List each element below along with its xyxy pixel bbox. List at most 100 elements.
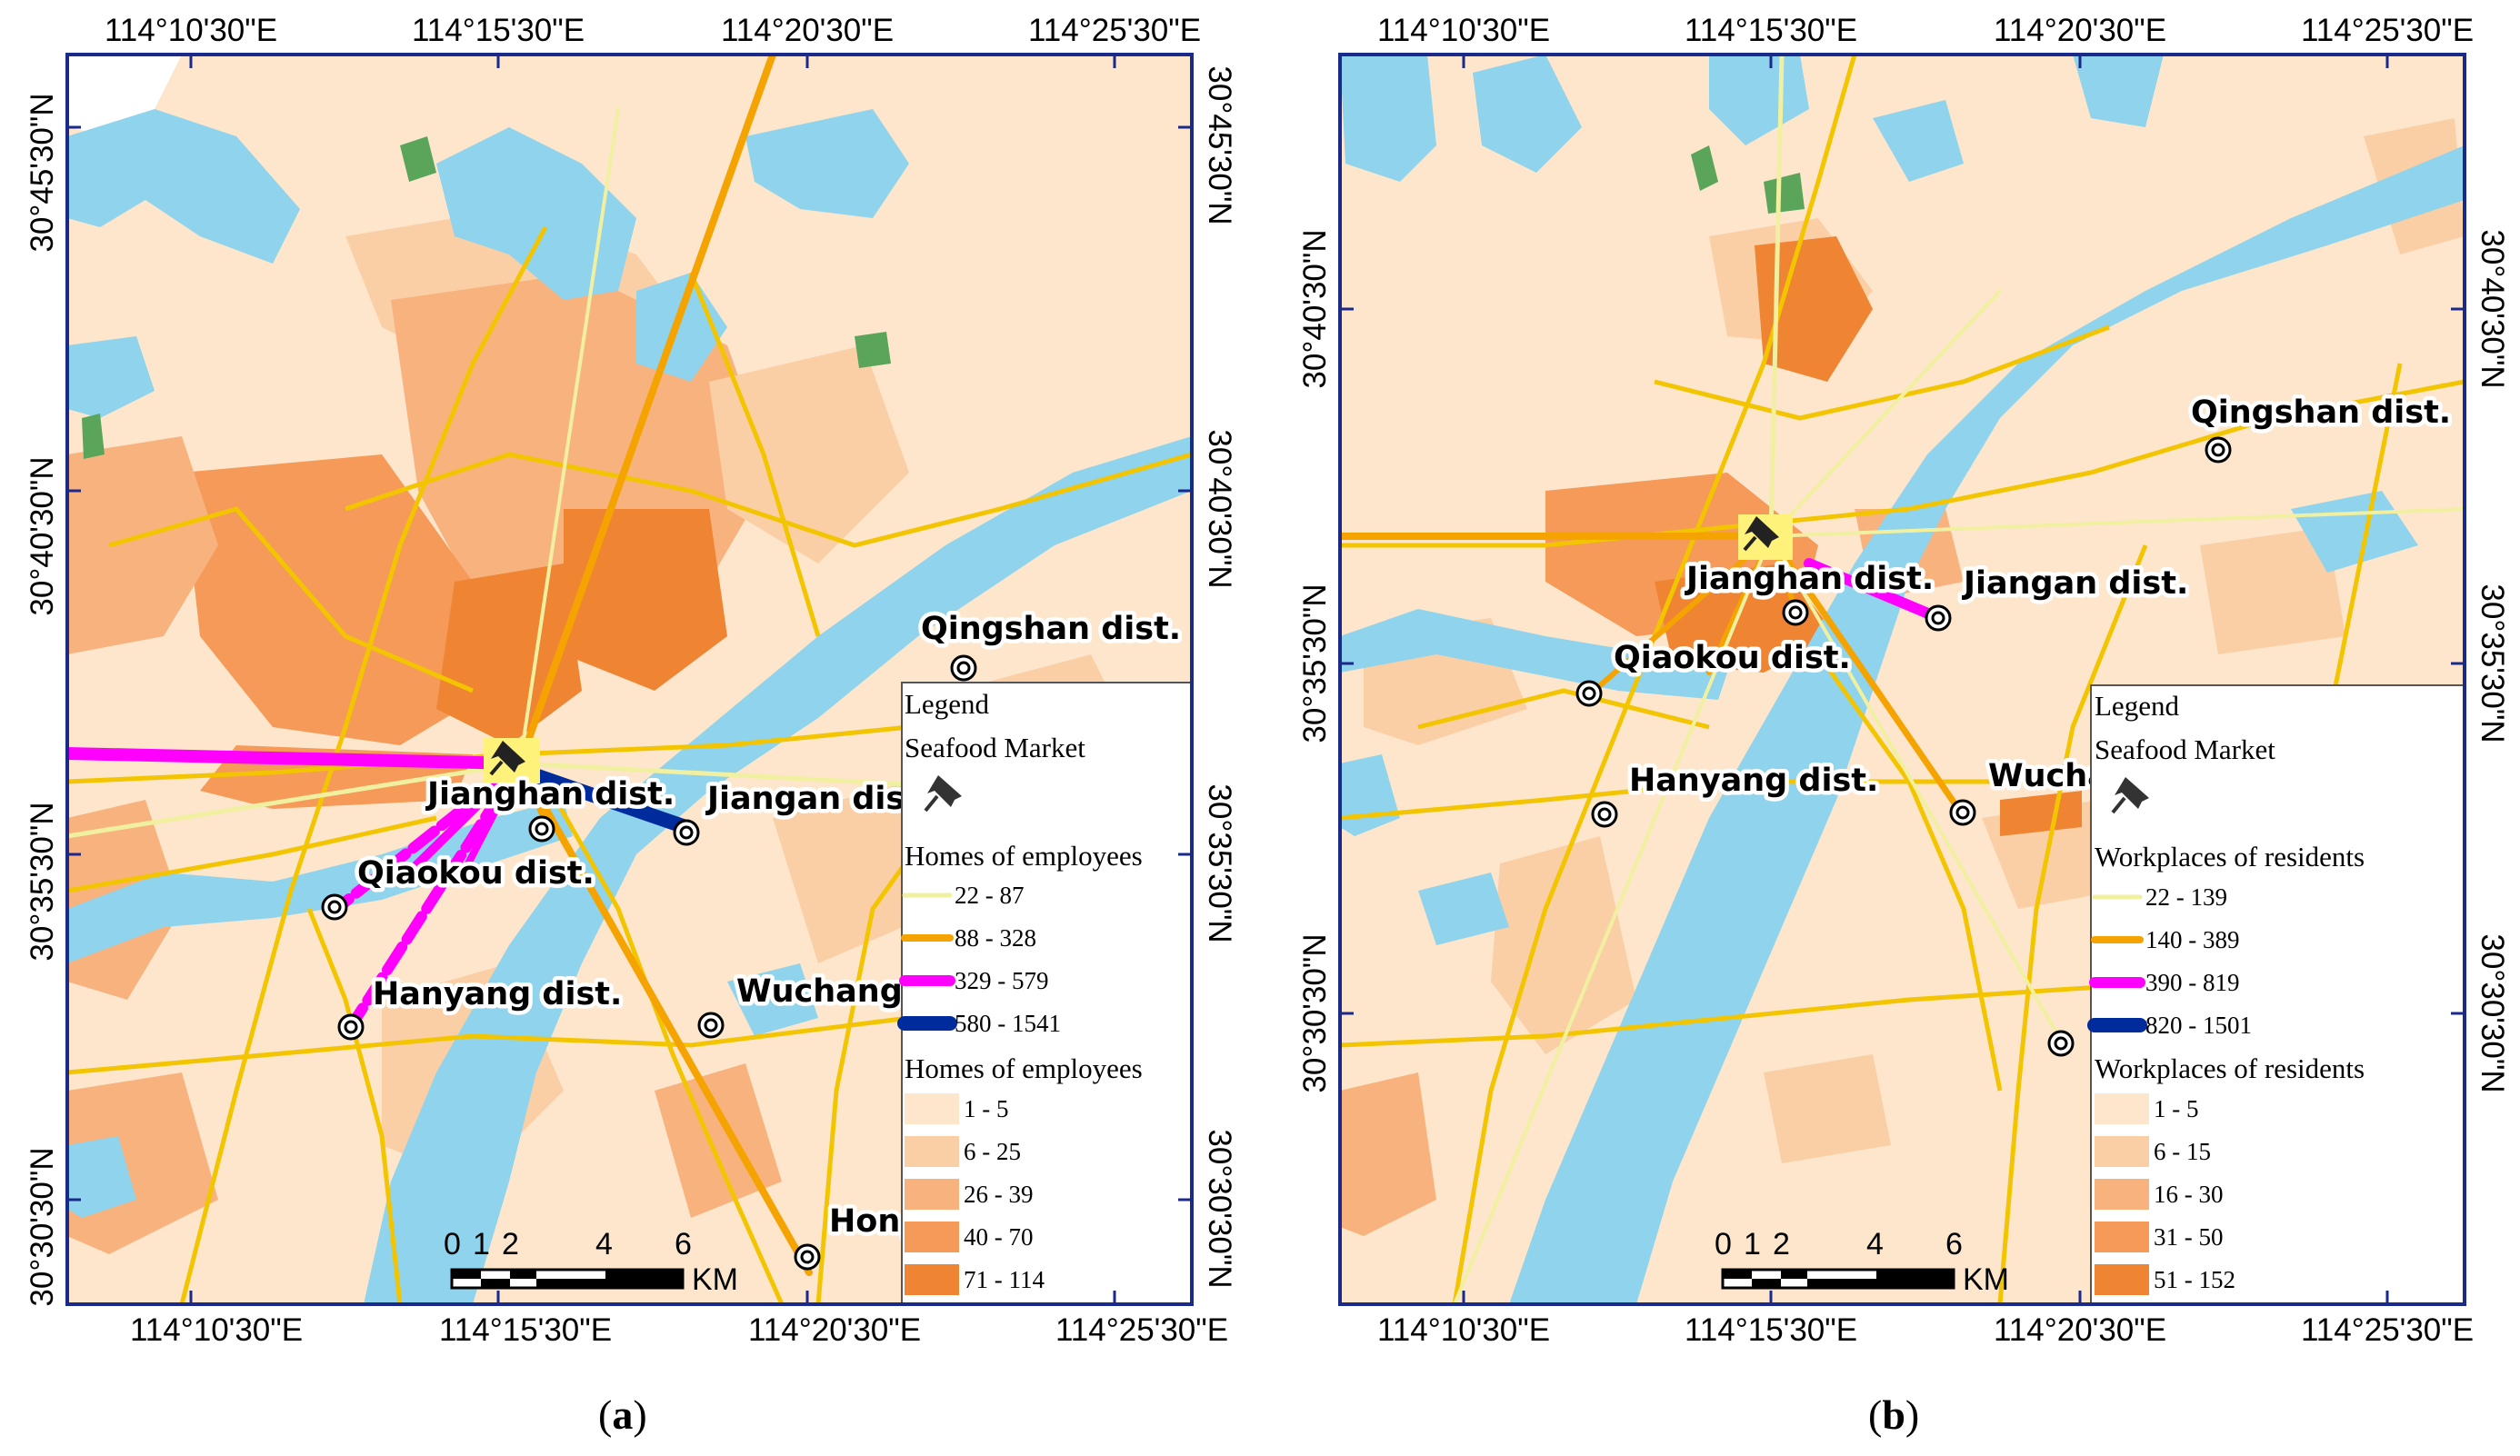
- forest-a: [82, 136, 891, 459]
- caption-letter: a: [612, 1391, 634, 1438]
- scale-unit: KM: [692, 1262, 738, 1297]
- lat-tick-left: 30°40'30"N: [25, 456, 60, 615]
- lat-tick-right: 30°30'30"N: [2475, 933, 2510, 1092]
- road: [108, 506, 474, 693]
- district-label-qiaokou: Qiaokou dist.: [1614, 640, 1851, 676]
- legend-line-range: 390 - 819: [2145, 969, 2240, 996]
- lake-small: [636, 273, 727, 382]
- map-body-b: Qingshan dist. Jianghan dist. Jiangan di…: [1340, 55, 2465, 1304]
- district-label-wuchang: Wuchang: [736, 973, 903, 1010]
- district-point-icon: [321, 893, 348, 921]
- forest-patch: [400, 136, 436, 182]
- flow-lines-a: [67, 55, 1192, 1276]
- legend-area-swatch: [905, 1222, 959, 1252]
- legend-area-range: 16 - 30: [2154, 1181, 2224, 1208]
- road: [306, 908, 403, 1304]
- road: [67, 815, 437, 893]
- lat-tick-right: 30°35'30"N: [2475, 583, 2510, 743]
- district-point-icon: [794, 1243, 821, 1271]
- scale-unit: KM: [1963, 1262, 2009, 1297]
- road: [1997, 544, 2148, 1304]
- district-point-icon: [528, 815, 555, 843]
- district-label-jiangan: Jiangan dist.: [705, 781, 932, 817]
- road: [1340, 379, 2465, 548]
- lat-tick-left: 30°35'30"N: [1297, 583, 1333, 743]
- legend-area-title: Workplaces of residents: [2095, 1052, 2365, 1084]
- flow-line-329-579: [351, 758, 525, 1023]
- legend-area-range: 71 - 114: [964, 1266, 1045, 1293]
- lake-n2: [1709, 55, 1809, 145]
- legend-market-label: Seafood Market: [2095, 733, 2275, 765]
- lat-tick-right: 30°45'30"N: [1202, 65, 1237, 224]
- legend-line-range: 329 - 579: [955, 967, 1049, 994]
- district-point-icon: [950, 654, 977, 682]
- legend-area-swatch: [905, 1179, 959, 1210]
- scale-tick: 2: [1773, 1227, 1790, 1262]
- legend-area-range: 51 - 152: [2154, 1266, 2235, 1293]
- forest-patch: [1764, 173, 1805, 214]
- lon-tick-top: 114°25'30"E: [1028, 13, 1201, 48]
- caption-a: (a): [598, 1391, 647, 1439]
- legend-line-range: 88 - 328: [955, 924, 1036, 952]
- district-point-icon: [2047, 1030, 2075, 1057]
- scale-tick: 1: [1744, 1227, 1761, 1262]
- legend-area-swatch: [905, 1264, 959, 1295]
- road: [1654, 324, 2110, 421]
- lat-tick-left: 30°30'30"N: [1297, 933, 1333, 1092]
- choropleth-b: [1340, 118, 2465, 1236]
- legend-area-swatch: [2095, 1093, 2149, 1124]
- legend-line-range: 22 - 139: [2145, 883, 2227, 911]
- lon-tick-top: 114°10'30"E: [1377, 13, 1550, 48]
- lake-n: [436, 127, 636, 300]
- flow-line-88-328: [516, 55, 776, 767]
- lon-tick-bottom: 114°15'30"E: [439, 1312, 612, 1348]
- scale-bar-segment: [481, 1279, 510, 1288]
- district-label-hanyang: Hanyang dist.: [373, 976, 622, 1012]
- scale-tick: 1: [473, 1227, 490, 1262]
- district-point-icon: [337, 1013, 365, 1041]
- district-label-jianghan: Jianghan dist.: [1685, 561, 1934, 597]
- lake-sw: [67, 1136, 136, 1218]
- legend-line-range: 140 - 389: [2145, 926, 2240, 953]
- legend-area-swatch: [2095, 1222, 2149, 1252]
- lake-nw: [67, 109, 300, 264]
- lake-east: [727, 963, 818, 1036]
- legend-area-range: 40 - 70: [964, 1223, 1034, 1251]
- district-point-icon: [2205, 436, 2232, 464]
- road: [688, 272, 821, 637]
- map-panel-b: Qingshan dist. Jianghan dist. Jiangan di…: [1297, 13, 2510, 1348]
- forest-patch: [855, 332, 891, 368]
- caption-letter: b: [1882, 1391, 1905, 1438]
- flow-line-22-139: [1768, 55, 1785, 539]
- district-point-icon: [1782, 599, 1809, 626]
- yangtze-river: [1509, 145, 2465, 1304]
- lat-tick-left: 30°35'30"N: [25, 802, 60, 961]
- lat-tick-right: 30°40'30"N: [1202, 429, 1237, 588]
- flow-line-22-139: [1769, 507, 2465, 538]
- lake-ne: [745, 109, 909, 218]
- flow-line-22-139: [1453, 534, 1773, 1304]
- road: [179, 225, 548, 1304]
- han-river: [1340, 609, 1727, 700]
- lon-tick-bottom: 114°20'30"E: [748, 1312, 921, 1348]
- zone-light-3: [1491, 836, 1636, 1054]
- flow-line-22-87: [518, 107, 620, 765]
- scale-bar-segment: [452, 1270, 481, 1279]
- lon-tick-bottom: 114°25'30"E: [1055, 1312, 1228, 1348]
- flow-line-329-579: [67, 747, 526, 770]
- flow-line-88-328: [516, 760, 813, 1276]
- legend-title: Legend: [2095, 690, 2179, 722]
- scale-tick: 4: [595, 1227, 613, 1262]
- district-points-b: [1575, 436, 2232, 1057]
- zone-light-6: [2200, 527, 2345, 654]
- legend-area-swatch: [905, 1093, 959, 1124]
- legend-area-swatch: [2095, 1179, 2149, 1210]
- caption-close: ): [633, 1391, 647, 1438]
- district-label-qingshan: Qingshan dist.: [921, 611, 1181, 647]
- lon-tick-top: 114°15'30"E: [412, 13, 585, 48]
- lake-n4: [2073, 55, 2164, 127]
- pushpin-icon: [1743, 516, 1779, 552]
- district-label-jianghan: Jianghan dist.: [425, 776, 675, 813]
- no-data-area: [67, 55, 182, 136]
- zone-light-7: [1764, 1054, 1891, 1163]
